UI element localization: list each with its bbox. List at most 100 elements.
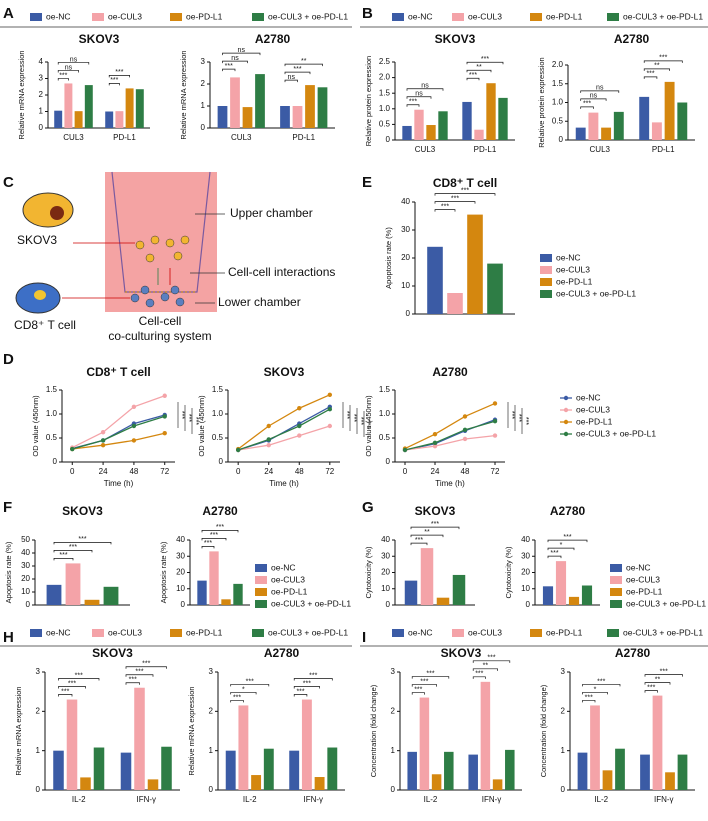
bar — [84, 85, 93, 128]
y-tick-label: 2 — [561, 706, 566, 715]
point — [432, 431, 438, 437]
y-tick-label: 20 — [176, 568, 185, 577]
sig-bracket — [472, 668, 498, 671]
x-tick-label: 48 — [461, 467, 470, 476]
y-tick-label: 1 — [561, 746, 566, 755]
bar — [54, 110, 63, 128]
bar — [301, 699, 312, 790]
sig-label: ns — [65, 64, 73, 71]
x-tick-label: 48 — [295, 467, 304, 476]
x-tick-label: 0 — [70, 467, 75, 476]
bar — [64, 83, 73, 128]
sig-bracket — [580, 90, 620, 93]
bar — [238, 705, 249, 790]
sig-label: ns — [238, 47, 246, 54]
bar — [468, 754, 478, 790]
point — [162, 431, 167, 436]
sig-bracket — [582, 684, 621, 687]
chart-title: SKOV3 — [435, 32, 476, 46]
bar — [74, 111, 83, 128]
sig-label: *** — [420, 678, 428, 685]
legend-label: oe-PD-L1 — [546, 11, 583, 21]
well — [105, 172, 217, 312]
legend-label: oe-PD-L1 — [271, 586, 308, 596]
panel-letter: F — [3, 499, 12, 516]
nucleus — [50, 206, 64, 220]
y-tick-label: 1 — [209, 746, 214, 755]
bar — [568, 596, 580, 605]
sig-bracket — [230, 700, 244, 703]
sig-bracket — [410, 526, 460, 530]
sig-bracket — [58, 678, 100, 681]
y-tick-label: 0 — [181, 600, 186, 609]
legend-swatch — [392, 629, 404, 637]
sig-label: ** — [483, 663, 489, 670]
y-tick-label: 0 — [219, 457, 224, 466]
legend-label: oe-NC — [626, 562, 651, 572]
chart-title: SKOV3 — [92, 646, 133, 660]
y-tick-label: 1.0 — [212, 409, 224, 418]
legend-label: oe-PD-L1 — [576, 416, 613, 426]
chart-title: A2780 — [615, 646, 651, 660]
y-tick-label: 10 — [401, 281, 410, 290]
point — [100, 438, 106, 443]
bar — [505, 749, 515, 790]
bar — [407, 751, 417, 790]
sig-bracket — [406, 88, 444, 91]
sig-label: ** — [301, 58, 307, 65]
y-tick-label: 3 — [39, 74, 44, 83]
point — [266, 437, 271, 442]
sig-label: *** — [69, 544, 77, 551]
sig-label: *** — [550, 550, 558, 557]
bar — [327, 747, 338, 790]
y-axis-label: Apoptosis rate (%) — [4, 541, 13, 603]
sig-bracket — [58, 694, 73, 697]
sig-label: ** — [424, 529, 430, 536]
point — [492, 401, 498, 406]
bar — [492, 779, 503, 790]
sig-bracket — [472, 660, 511, 663]
legend-swatch — [563, 407, 569, 413]
sig-label: *** — [225, 63, 233, 70]
bar — [467, 214, 483, 314]
sig-label: ns — [288, 74, 296, 81]
y-tick-label: 30 — [21, 561, 30, 570]
legend-swatch — [540, 254, 552, 262]
sig-bracket — [57, 62, 90, 65]
y-axis-label: OD value (450nm) — [31, 395, 40, 457]
sig-label: *** — [487, 655, 495, 662]
y-tick-label: 0.5 — [46, 433, 58, 442]
legend-label: oe-CUL3 — [576, 404, 610, 414]
bar — [147, 779, 159, 790]
legend-swatch — [563, 431, 569, 437]
bar — [555, 561, 567, 605]
sig-label: *** — [61, 688, 69, 695]
x-tick-label: 72 — [491, 467, 500, 476]
bar — [613, 111, 624, 140]
sig-bracket — [125, 666, 167, 669]
bar — [225, 750, 236, 790]
legend-label: oe-NC — [408, 11, 433, 21]
legend-label: oe-PD-L1 — [626, 586, 663, 596]
legend-label: oe-PD-L1 — [186, 627, 223, 637]
y-tick-label: 3 — [201, 57, 206, 66]
sig-label: ** — [655, 676, 661, 683]
sig-bracket — [644, 690, 658, 693]
y-axis-label: Concentration (fold change) — [369, 684, 378, 777]
y-tick-label: 2 — [36, 706, 41, 715]
series-line — [72, 432, 165, 450]
legend-label: oe-CUL3 — [108, 627, 142, 637]
sig-bracket — [57, 70, 79, 73]
nucleus — [34, 290, 46, 300]
y-axis-label: Relative mRNA expression — [179, 50, 188, 139]
legend-swatch — [540, 266, 552, 274]
legend-swatch — [92, 629, 104, 637]
sig-bracket — [284, 79, 298, 83]
legend-label: oe-CUL3 + oe-PD-L1 — [268, 11, 348, 21]
legend-label: oe-CUL3 — [468, 11, 502, 21]
y-tick-label: 0 — [386, 457, 391, 466]
x-axis-label: Time (h) — [435, 479, 465, 488]
panel-letter: B — [362, 5, 373, 22]
sig-bracket — [580, 98, 607, 101]
legend-label: oe-NC — [271, 562, 296, 572]
